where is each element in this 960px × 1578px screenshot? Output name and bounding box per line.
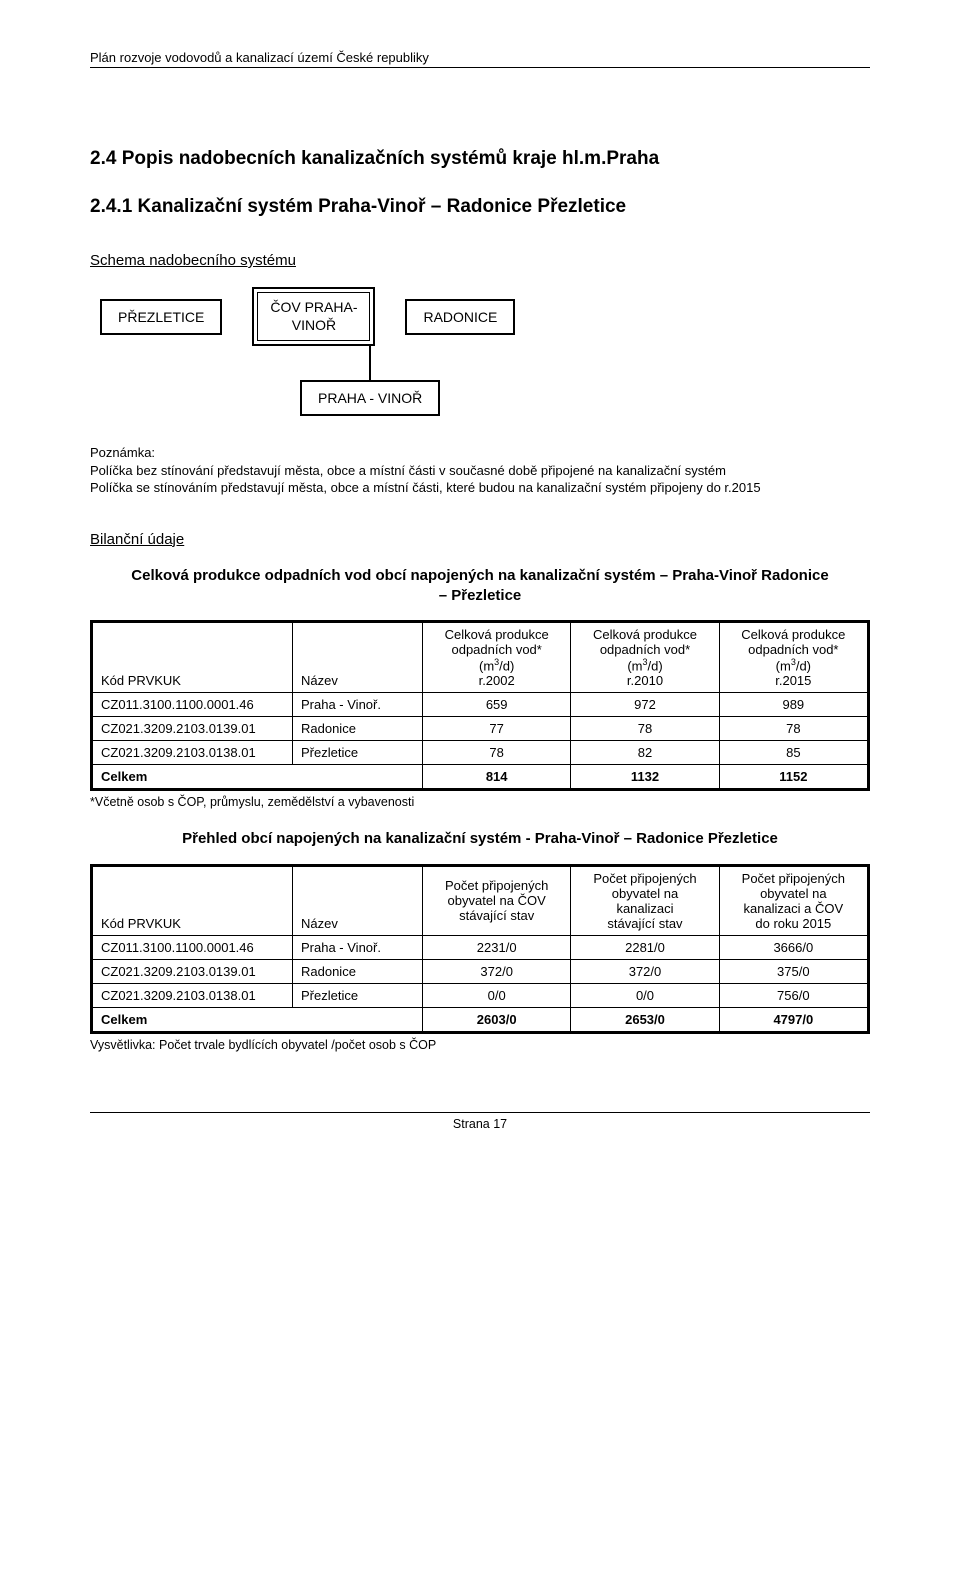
cell-nazev: Praha - Vinoř. <box>293 935 423 959</box>
bilance-heading: Bilanční údaje <box>90 531 870 548</box>
table-row: CZ011.3100.1100.0001.46 Praha - Vinoř. 6… <box>93 693 868 717</box>
table-population: Kód PRVKUK Název Počet připojených obyva… <box>90 864 870 1034</box>
table2-title: Přehled obcí napojených na kanalizační s… <box>130 829 830 849</box>
cell-val: 989 <box>719 693 867 717</box>
node-cov-label-1: ČOV PRAHA- <box>270 299 357 317</box>
cell-nazev: Přezletice <box>293 741 423 765</box>
table1-footnote: *Včetně osob s ČOP, průmyslu, zemědělstv… <box>90 795 870 809</box>
th-col3: Počet připojených obyvatel na kanalizaci… <box>719 866 867 935</box>
th-nazev: Název <box>293 866 423 935</box>
th-kod: Kód PRVKUK <box>93 866 293 935</box>
cell-val: 372/0 <box>571 959 719 983</box>
th-col2: Počet připojených obyvatel na kanalizaci… <box>571 866 719 935</box>
schema-heading: Schema nadobecního systému <box>90 252 870 269</box>
cell-val: 2231/0 <box>423 935 571 959</box>
note-line-1: Políčka bez stínování představují města,… <box>90 462 870 480</box>
node-prezletice-label: PŘEZLETICE <box>102 301 220 333</box>
cell-val: 756/0 <box>719 983 867 1007</box>
cell-nazev: Radonice <box>293 717 423 741</box>
table1-title: Celková produkce odpadních vod obcí napo… <box>130 566 830 607</box>
cell-val: 2603/0 <box>423 1007 571 1031</box>
cell-val: 375/0 <box>719 959 867 983</box>
cell-nazev: Radonice <box>293 959 423 983</box>
cell-val: 972 <box>571 693 719 717</box>
table-row: CZ021.3209.2103.0138.01 Přezletice 0/0 0… <box>93 983 868 1007</box>
table-row-total: Celkem 2603/0 2653/0 4797/0 <box>93 1007 868 1031</box>
cell-nazev: Praha - Vinoř. <box>293 693 423 717</box>
node-prezletice: PŘEZLETICE <box>100 299 222 335</box>
note-title: Poznámka: <box>90 444 870 462</box>
note-line-2: Políčka se stínováním představují města,… <box>90 479 870 497</box>
cell-kod: CZ021.3209.2103.0139.01 <box>93 717 293 741</box>
cell-val: 814 <box>423 765 571 789</box>
cell-val: 78 <box>423 741 571 765</box>
cell-total-label: Celkem <box>93 765 423 789</box>
cell-val: 4797/0 <box>719 1007 867 1031</box>
heading-2-4: 2.4 Popis nadobecních kanalizačních syst… <box>90 148 870 170</box>
table-row: CZ021.3209.2103.0139.01 Radonice 77 78 7… <box>93 717 868 741</box>
th-col1: Počet připojených obyvatel na ČOV stávaj… <box>423 866 571 935</box>
cell-val: 0/0 <box>423 983 571 1007</box>
cell-val: 1152 <box>719 765 867 789</box>
cell-val: 77 <box>423 717 571 741</box>
node-radonice-label: RADONICE <box>407 301 513 333</box>
th-kod: Kód PRVKUK <box>93 623 293 693</box>
cell-val: 78 <box>719 717 867 741</box>
table-production: Kód PRVKUK Název Celková produkce odpadn… <box>90 620 870 791</box>
th-2010: Celková produkce odpadních vod* (m3/d) r… <box>571 623 719 693</box>
doc-header: Plán rozvoje vodovodů a kanalizací území… <box>90 50 870 68</box>
node-radonice: RADONICE <box>405 299 515 335</box>
cell-kod: CZ021.3209.2103.0138.01 <box>93 983 293 1007</box>
page-footer: Strana 17 <box>90 1112 870 1131</box>
cell-val: 2281/0 <box>571 935 719 959</box>
cell-val: 82 <box>571 741 719 765</box>
node-praha-vinor-label: PRAHA - VINOŘ <box>302 382 438 414</box>
cell-val: 372/0 <box>423 959 571 983</box>
cell-val: 2653/0 <box>571 1007 719 1031</box>
connector-vertical <box>369 346 371 380</box>
table-row-total: Celkem 814 1132 1152 <box>93 765 868 789</box>
note-block: Poznámka: Políčka bez stínování představ… <box>90 444 870 497</box>
table-row: CZ021.3209.2103.0139.01 Radonice 372/0 3… <box>93 959 868 983</box>
node-cov-label-2: VINOŘ <box>270 317 357 335</box>
cell-val: 0/0 <box>571 983 719 1007</box>
table2-legend: Vysvětlivka: Počet trvale bydlících obyv… <box>90 1038 870 1052</box>
heading-2-4-1: 2.4.1 Kanalizační systém Praha-Vinoř – R… <box>90 196 870 218</box>
cell-val: 1132 <box>571 765 719 789</box>
cell-kod: CZ021.3209.2103.0138.01 <box>93 741 293 765</box>
th-2015: Celková produkce odpadních vod* (m3/d) r… <box>719 623 867 693</box>
cell-kod: CZ021.3209.2103.0139.01 <box>93 959 293 983</box>
cell-total-label: Celkem <box>93 1007 423 1031</box>
cell-val: 659 <box>423 693 571 717</box>
cell-val: 78 <box>571 717 719 741</box>
cell-kod: CZ011.3100.1100.0001.46 <box>93 935 293 959</box>
node-praha-vinor: PRAHA - VINOŘ <box>300 380 440 416</box>
cell-val: 3666/0 <box>719 935 867 959</box>
cell-val: 85 <box>719 741 867 765</box>
table-row: CZ011.3100.1100.0001.46 Praha - Vinoř. 2… <box>93 935 868 959</box>
node-cov-praha-vinor: ČOV PRAHA- VINOŘ <box>252 287 375 346</box>
table-row: CZ021.3209.2103.0138.01 Přezletice 78 82… <box>93 741 868 765</box>
th-2002: Celková produkce odpadních vod* (m3/d) r… <box>423 623 571 693</box>
cell-nazev: Přezletice <box>293 983 423 1007</box>
schema-diagram: PŘEZLETICE ČOV PRAHA- VINOŘ RADONICE PRA… <box>90 287 870 416</box>
cell-kod: CZ011.3100.1100.0001.46 <box>93 693 293 717</box>
th-nazev: Název <box>293 623 423 693</box>
